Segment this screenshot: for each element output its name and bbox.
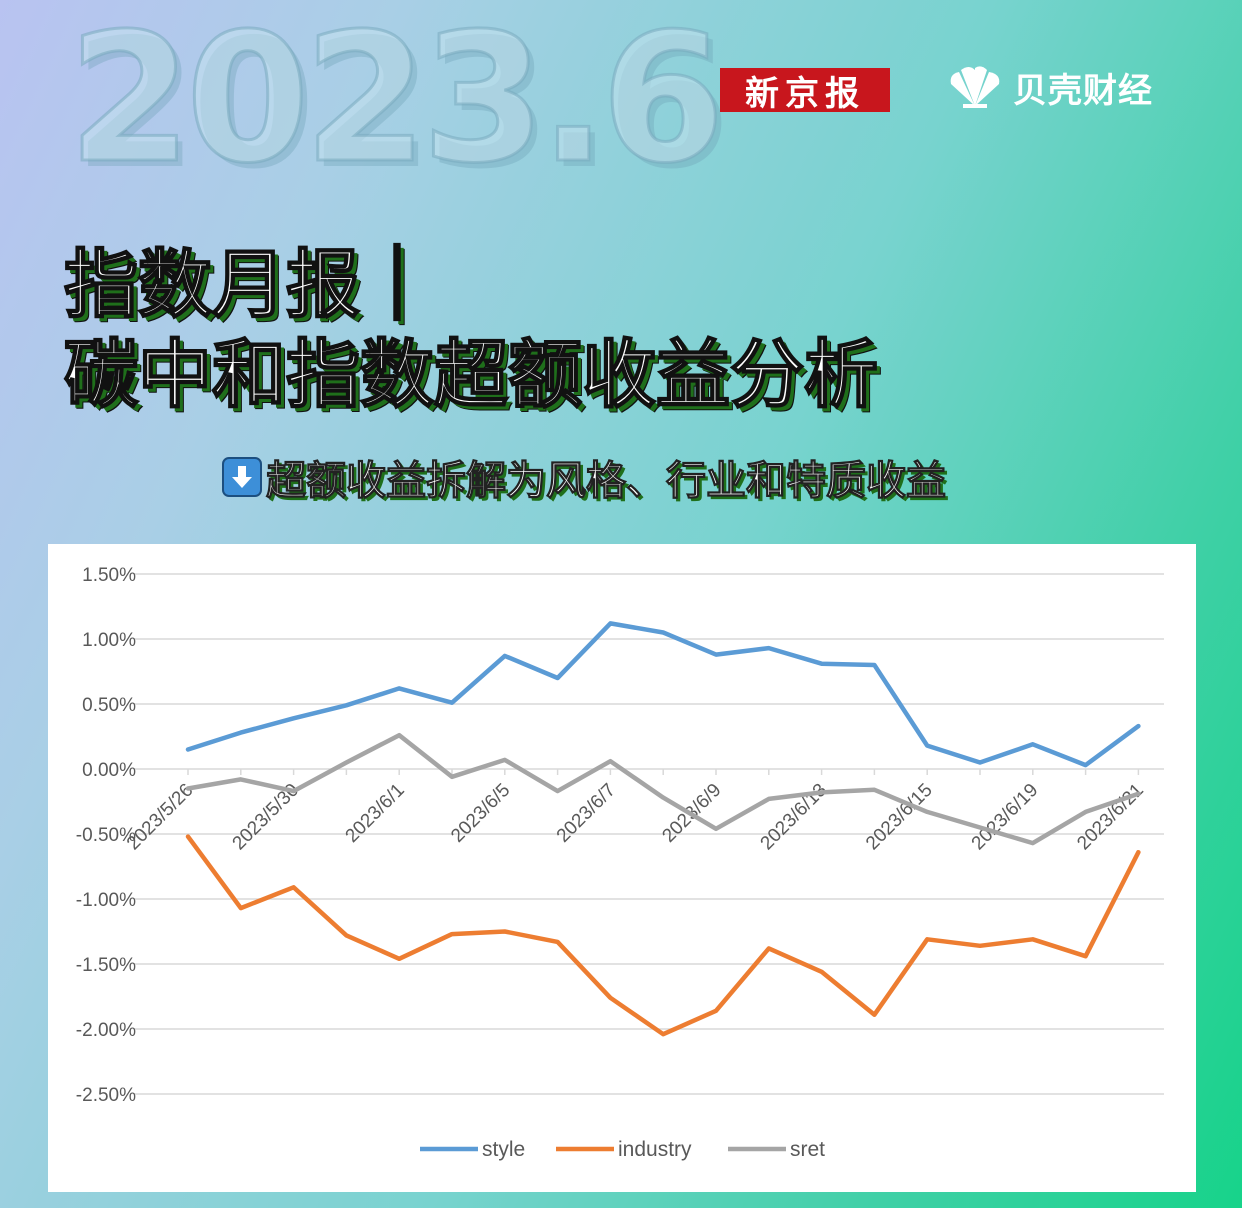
page-title: 指数月报｜ 碳中和指数超额收益分析 [63, 240, 879, 420]
line-chart: 1.50% 1.00% 0.50% 0.00% -0.50% -1.00% -1.50% -2… [76, 565, 1164, 1161]
x-tick-label: 2023/5/26 [123, 780, 198, 855]
chart-card: 1.50% 1.00% 0.50% 0.00% -0.50% -1.00% -1.50% -2… [48, 544, 1196, 1192]
subtitle-text: 超额收益拆解为风格、行业和特质收益 [266, 458, 947, 505]
shell-icon [950, 66, 1000, 108]
y-tick-label: -2.00% [76, 1020, 136, 1041]
y-tick-label: 1.00% [82, 630, 136, 651]
big-date-watermark: 2023.6 [67, 0, 727, 202]
y-tick-label: -1.00% [76, 890, 136, 911]
legend-label-industry: industry [618, 1138, 692, 1161]
title-line-1: 指数月报｜ [63, 241, 435, 329]
legend-label-style: style [482, 1138, 525, 1161]
y-tick-label: -2.50% [76, 1085, 136, 1106]
newspaper-logo: 新京报 [720, 68, 890, 114]
series-line-style [185, 621, 1141, 768]
series-line-industry [185, 834, 1141, 1037]
y-tick-label: 0.50% [82, 695, 136, 716]
finance-logo-text: 贝壳财经 [1013, 70, 1153, 111]
series-line-sret [185, 732, 1141, 846]
y-tick-label: 0.00% [82, 760, 136, 781]
legend-label-sret: sret [790, 1138, 825, 1161]
y-tick-label: -0.50% [76, 825, 136, 846]
x-tick-label: 2023/6/1 [342, 780, 409, 847]
y-tick-label: -1.50% [76, 955, 136, 976]
finance-logo: 贝壳财经 [945, 64, 1153, 111]
x-tick-label: 2023/6/5 [447, 780, 514, 847]
title-line-2: 碳中和指数超额收益分析 [63, 331, 879, 419]
subtitle: 超额收益拆解为风格、行业和特质收益 [222, 448, 947, 506]
down-arrow-icon [222, 457, 262, 497]
x-tick-label: 2023/6/21 [1073, 780, 1148, 855]
y-tick-label: 1.50% [82, 565, 136, 586]
